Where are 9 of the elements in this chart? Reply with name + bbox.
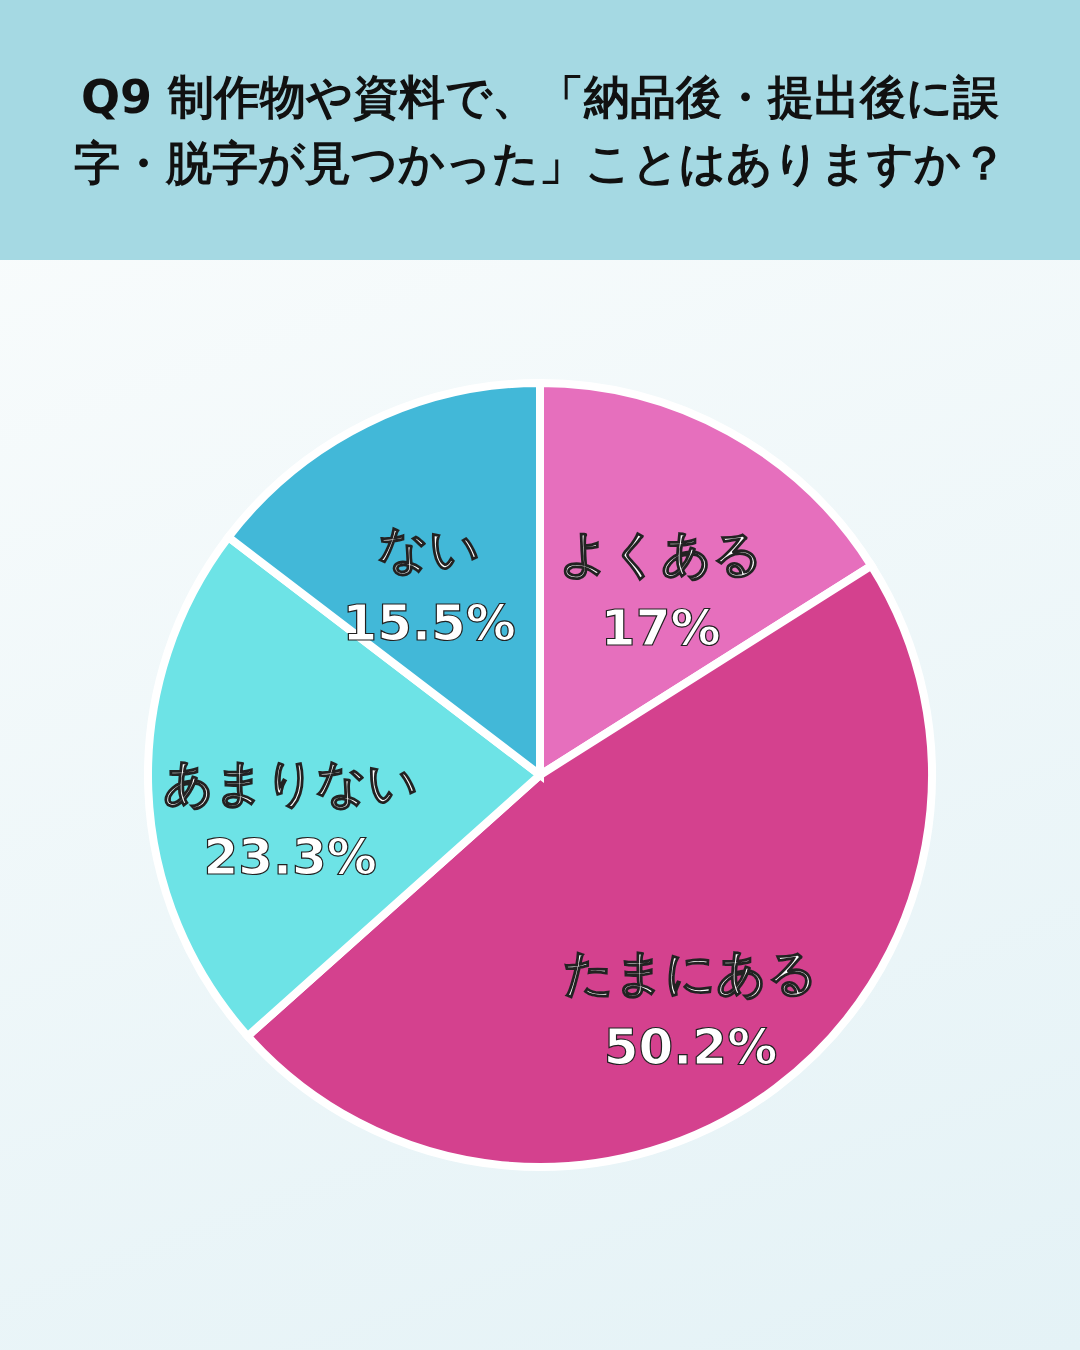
slice-label: ない bbox=[378, 519, 481, 578]
data-label: 15.5% bbox=[342, 593, 516, 652]
data-label: 17% bbox=[600, 599, 721, 658]
data-label: 23.3% bbox=[203, 827, 377, 886]
data-label: 50.2% bbox=[603, 1017, 778, 1076]
slice-label: たまにある bbox=[563, 943, 819, 1002]
slice-label: あまりない bbox=[162, 753, 418, 812]
slice-label: よくある bbox=[558, 525, 763, 584]
chart-title: Q9 制作物や資料で、「納品後・提出後に誤字・脱字が見つかった」ことはありますか？ bbox=[72, 69, 1008, 192]
